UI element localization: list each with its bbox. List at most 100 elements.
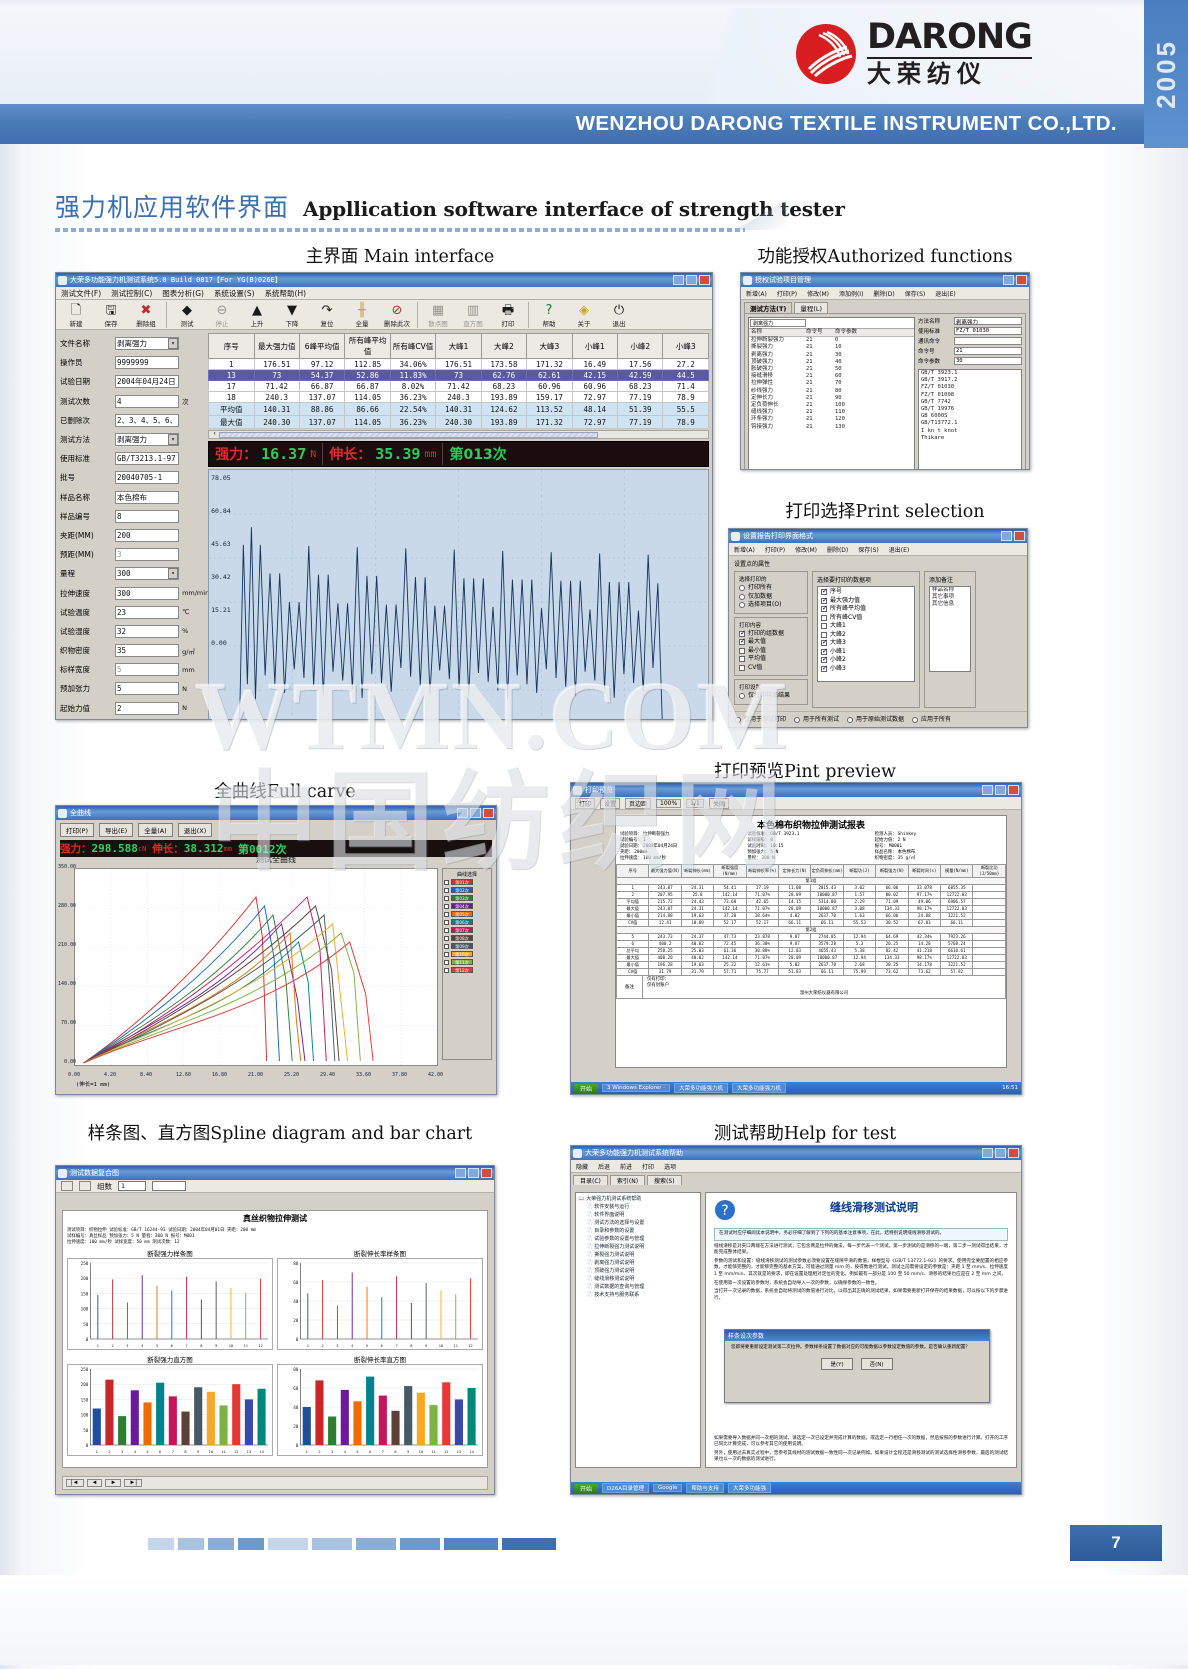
auth-toolbar-button[interactable]: 删除(D) [873, 290, 895, 298]
dialog-buttons[interactable]: 是(Y) 否(N) [725, 1356, 989, 1370]
toolbar-button-move-down[interactable]: ▼ 下降 [275, 303, 309, 328]
checkbox-icon[interactable] [739, 664, 745, 671]
curve-legend-item[interactable]: 第10次 [444, 950, 490, 958]
standard-item[interactable]: GB/T 3917.2 [921, 377, 958, 384]
checkbox-icon[interactable] [444, 959, 449, 965]
standard-item[interactable]: GB/T 3923.1 [921, 370, 958, 376]
minimize-button[interactable] [673, 275, 684, 285]
list-item[interactable]: 纱线强力 21 80 [749, 388, 914, 395]
method-filter-combo[interactable]: 剥离强力 [750, 319, 806, 327]
menu-item-help[interactable]: 系统帮助(H) [264, 288, 307, 298]
checkbox-icon[interactable] [444, 887, 449, 893]
help-minimize-button[interactable] [982, 1148, 993, 1158]
curve-button-row[interactable]: 打印(P) 导出(E) 全量(A) 退出(X) [56, 820, 496, 840]
standard-list[interactable]: GB/T 3923.1 GB/T 3917.2 FZ/T 01030 FZ/T 010… [918, 369, 1022, 469]
print-preview-window[interactable]: 打印预览 打印 设置 页边距 100% 1/1 关闭 本色棉布织物拉伸测试报表 试验项目：… [570, 782, 1022, 1095]
checkbox-icon[interactable] [821, 638, 828, 647]
scroll-left-arrow[interactable]: ‹ [213, 431, 216, 437]
checkbox-icon[interactable] [739, 637, 746, 646]
auth-field-input-1[interactable]: FZ/T 01030 [954, 327, 1022, 335]
results-table-hscrollbar[interactable]: ‹ [208, 430, 710, 439]
help-tree-node[interactable]: 📄 试验参数的设置与管理 [578, 1235, 698, 1243]
form-input-13[interactable]: 300 [115, 586, 180, 600]
column-header[interactable]: 所有峰CV值 [389, 333, 437, 359]
charts-next-button[interactable]: ► [105, 1479, 122, 1487]
checkbox-icon[interactable] [821, 655, 828, 664]
checkbox-icon[interactable] [739, 629, 746, 637]
window-controls[interactable] [673, 275, 710, 285]
authorized-functions-window[interactable]: 授权试验项目管理 新增(A) 打印(P) 修改(M) 添加例(I) 删除(D) 保存(S)… [740, 272, 1030, 470]
list-item[interactable]: 钩接强力 21 130 [749, 424, 914, 431]
print-close-button[interactable] [1014, 531, 1025, 541]
print-minimize-button[interactable] [1001, 531, 1012, 541]
print-option-item[interactable]: 打印所有 [739, 584, 803, 593]
preview-toolbar-button[interactable]: 设置 [600, 797, 621, 809]
print-toolbar-button[interactable]: 退出(E) [888, 546, 910, 554]
print-data-item[interactable]: 最大强力值 [819, 596, 913, 606]
menu-item-control[interactable]: 测试控制(C) [111, 288, 153, 298]
checkbox-icon[interactable] [444, 935, 449, 941]
toolbar-button-test-start[interactable]: ◆ 测试 [170, 303, 204, 328]
form-input-5[interactable]: 剥离强力 ▾ [115, 433, 180, 447]
menu-item-graph[interactable]: 图表分析(G) [162, 288, 204, 298]
list-item[interactable]: 撕裂强力 21 10 [749, 344, 914, 351]
radio-icon[interactable] [794, 716, 801, 723]
checkbox-icon[interactable] [821, 623, 827, 630]
help-tab-0[interactable]: 目录(C) [573, 1175, 608, 1185]
auth-toolbar-button[interactable]: 打印(P) [776, 290, 798, 298]
curve-legend-item[interactable]: 第09次 [444, 942, 490, 950]
checkbox-icon[interactable] [444, 895, 449, 901]
help-close-button[interactable] [1008, 1148, 1019, 1158]
charts-print-icon[interactable] [61, 1181, 73, 1191]
charts-last-button[interactable]: ►| [124, 1479, 142, 1487]
preview-toolbar-button[interactable]: 打印 [575, 797, 596, 809]
scrollbar-thumb[interactable] [219, 432, 599, 438]
charts-extra-combo[interactable] [152, 1181, 186, 1191]
charts-close-button[interactable] [481, 1168, 492, 1178]
method-list[interactable]: 剥离强力 名称 命令号 命令参数 拉伸断裂强力 21 0 撕裂强力 21 10 剥离强力 21… [748, 317, 915, 469]
curve-legend-item[interactable]: 第08次 [444, 934, 490, 942]
auth-toolbar[interactable]: 新增(A) 打印(P) 修改(M) 添加例(I) 删除(D) 保存(S) 退出(E) [741, 287, 1029, 300]
help-window[interactable]: 大荣多功能强力机测试系统帮助 隐藏 后退 前进 打印 选项 目录(C) 索引(N) 搜索(S… [570, 1145, 1022, 1495]
checkbox-icon[interactable] [739, 647, 745, 654]
print-option-item[interactable]: 仅打印样品结果 [739, 692, 803, 701]
method-list-body[interactable]: 拉伸断裂强力 21 0 撕裂强力 21 10 剥离强力 21 30 顶破强力 21 40 胀破强力 21 5… [749, 337, 914, 431]
curve-legend[interactable]: 曲线选择 第01次 第02次 第03次 第04次 第05次 第06次 第07次 第08次 第09… [442, 868, 492, 1060]
table-row[interactable]: 18 240.3 137.07 114.05 36.23% 240.3 193.89 159.… [208, 391, 710, 403]
help-tree-node[interactable]: 📄 测试方法的选择与设置 [578, 1219, 698, 1227]
charts-maximize-button[interactable] [468, 1168, 479, 1178]
auth-close-button[interactable] [1016, 275, 1027, 285]
curve-button[interactable]: 打印(P) [60, 823, 94, 837]
form-input-2[interactable]: 2004年04月24日 [115, 375, 180, 389]
table-row[interactable]: 17 71.42 66.87 66.87 8.02% 71.42 68.23 60.96 60.… [208, 380, 710, 392]
preview-toolbar-button[interactable]: 关闭 [708, 797, 729, 809]
standard-item[interactable]: GB/T13772.1 [921, 420, 958, 427]
list-item[interactable]: 环条强力 21 120 [749, 416, 914, 423]
column-header[interactable]: 大峰1 [435, 333, 482, 359]
toolbar-button-help-question[interactable]: ? 帮助 [532, 303, 566, 328]
auth-field-input-0[interactable]: 剥离强力 [954, 317, 1022, 326]
list-item[interactable]: 胀破强力 21 50 [749, 366, 914, 373]
standard-item[interactable]: GB/T 19976 [921, 406, 955, 413]
form-input-8[interactable]: 本色棉布 [115, 490, 180, 504]
checkbox-icon[interactable] [444, 919, 449, 925]
form-input-4[interactable]: 2、3、4、5、6、 [115, 413, 180, 427]
print-toolbar-button[interactable]: 打印(P) [764, 546, 786, 554]
form-input-18[interactable]: 5 [115, 682, 180, 696]
help-toolbar-button[interactable]: 选项 [664, 1163, 677, 1171]
form-input-14[interactable]: 23 [115, 605, 180, 619]
checkbox-icon[interactable] [821, 664, 828, 672]
standard-item[interactable]: GB/T 7742 [921, 398, 951, 405]
form-input-7[interactable]: 20040705-1 [115, 471, 180, 485]
print-data-item[interactable]: 小峰2 [819, 655, 913, 665]
full-curve-window[interactable]: 全曲线 打印(P) 导出(E) 全量(A) 退出(X) 强力： 298.588 cN … [55, 805, 497, 1095]
main-interface-window[interactable]: 大荣多功能强力机测试系统5.0 Build 0817【For YG(B)026E… [55, 272, 713, 720]
print-toolbar-button[interactable]: 修改(M) [795, 546, 817, 554]
print-data-item[interactable]: 大峰1 [819, 622, 913, 631]
charts-export-icon[interactable] [79, 1181, 91, 1191]
print-data-items-group[interactable]: 选择要打印的数据项 序号最大强力值所有峰平均值所有峰CV值大峰1大峰2大峰3小峰… [812, 571, 920, 708]
preview-close-button[interactable] [1008, 785, 1019, 795]
print-selection-window[interactable]: 设置报告打印界面格式 新增(A) 打印(P) 修改(M) 删除(D) 保存(S) 退出(E… [728, 528, 1028, 728]
checkbox-icon[interactable] [444, 879, 449, 885]
curve-minimize-button[interactable] [457, 808, 468, 818]
